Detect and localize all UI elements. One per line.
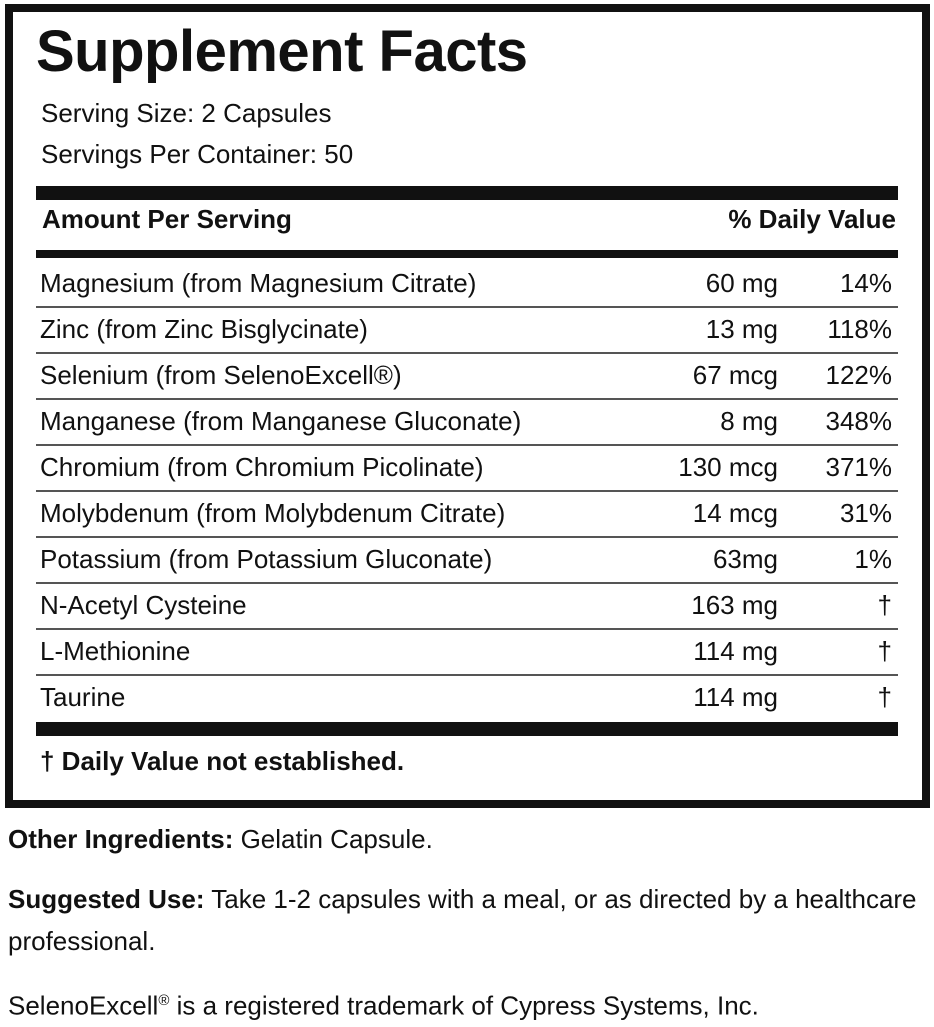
trademark-text: is a registered trademark of Cypress Sys… [169,990,759,1021]
nutrient-name: L-Methionine [40,636,191,666]
nutrient-name: Selenium (from SelenoExcell®) [40,360,402,390]
nutrient-row: Zinc (from Zinc Bisglycinate) 13 mg 118% [36,306,898,354]
registered-mark: ® [158,992,170,1009]
nutrient-daily-value: 14% [839,268,892,298]
amount-per-serving-header: Amount Per Serving [42,204,292,234]
nutrient-amount: 14 mcg [692,498,778,528]
nutrient-amount: 130 mcg [678,452,778,482]
nutrient-row: N-Acetyl Cysteine 163 mg † [36,582,898,630]
nutrient-name: Chromium (from Chromium Picolinate) [40,452,484,482]
nutrient-row: Magnesium (from Magnesium Citrate) 60 mg 1… [36,260,898,308]
nutrient-amount: 60 mg [705,268,778,298]
nutrient-daily-value: † [877,590,892,620]
nutrient-amount: 63mg [712,544,778,574]
other-ingredients-text: Gelatin Capsule. [233,824,433,854]
nutrient-daily-value: 1% [854,544,892,574]
nutrient-daily-value: 348% [825,406,893,436]
nutrient-daily-value: 371% [825,452,893,482]
nutrient-name: Manganese (from Manganese Gluconate) [40,406,522,436]
footnote: † Daily Value not established. [40,746,405,776]
serving-size: Serving Size: 2 Capsules [41,98,332,128]
panel-title: Supplement Facts [36,19,528,84]
other-ingredients-label: Other Ingredients: [8,824,234,854]
other-ingredients: Other Ingredients: Gelatin Capsule. [8,818,933,860]
suggested-use-text: Take 1-2 capsules with a meal, or as dir… [8,884,917,956]
trademark-brand: SelenoExcell [8,990,159,1021]
nutrient-amount: 8 mg [720,406,778,436]
servings-per-container: Servings Per Container: 50 [41,139,354,169]
suggested-use-label: Suggested Use: [8,884,205,914]
nutrient-row: Chromium (from Chromium Picolinate) 130 m… [36,444,898,492]
nutrient-amount: 114 mg [693,682,778,712]
thick-divider [36,186,898,200]
nutrient-name: Molybdenum (from Molybdenum Citrate) [40,498,506,528]
nutrient-row: Molybdenum (from Molybdenum Citrate) 14 m… [36,490,898,538]
nutrient-amount: 114 mg [693,636,778,666]
nutrient-name: Taurine [40,682,126,712]
nutrient-name: N-Acetyl Cysteine [40,590,247,620]
daily-value-header: % Daily Value [728,204,896,234]
trademark-notice: SelenoExcell® is a registered trademark … [8,980,933,1027]
nutrient-row: Taurine 114 mg † [36,674,898,720]
supplement-facts-panel [5,4,930,808]
nutrient-name: Magnesium (from Magnesium Citrate) [40,268,477,298]
nutrient-daily-value: 122% [825,360,893,390]
nutrient-row: Potassium (from Potassium Gluconate) 63mg… [36,536,898,584]
nutrient-daily-value: † [877,682,892,712]
thick-divider [36,722,898,736]
medium-divider [36,250,898,258]
nutrient-name: Potassium (from Potassium Gluconate) [40,544,493,574]
nutrient-row: Manganese (from Manganese Gluconate) 8 mg… [36,398,898,446]
nutrient-name: Zinc (from Zinc Bisglycinate) [40,314,368,344]
nutrient-amount: 163 mg [691,590,778,620]
nutrient-daily-value: 31% [839,498,892,528]
nutrient-daily-value: † [877,636,892,666]
nutrient-row: L-Methionine 114 mg † [36,628,898,676]
nutrient-amount: 67 mcg [692,360,778,390]
nutrient-daily-value: 118% [827,314,892,344]
nutrient-amount: 13 mg [705,314,778,344]
suggested-use: Suggested Use: Take 1-2 capsules with a … [8,878,933,962]
nutrient-row: Selenium (from SelenoExcell®) 67 mcg 122% [36,352,898,400]
